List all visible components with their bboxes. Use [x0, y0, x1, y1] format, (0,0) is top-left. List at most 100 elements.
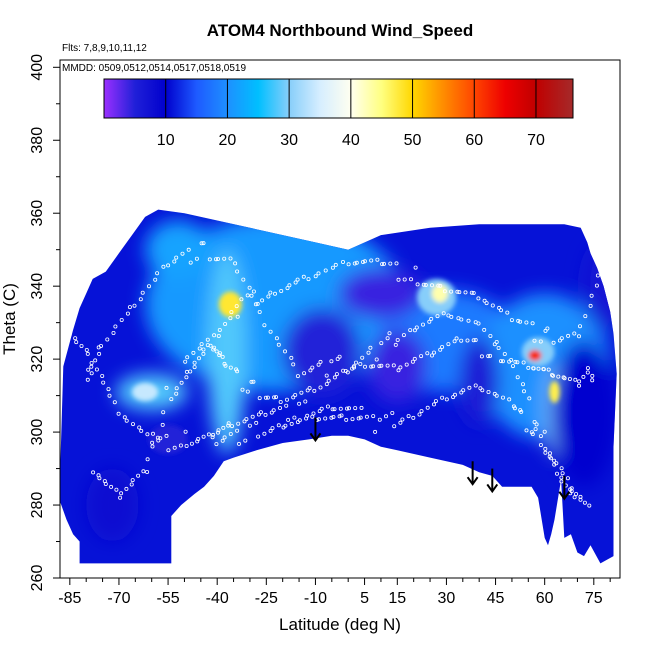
y-tick-label: 400 — [29, 54, 46, 81]
flight-sample-point — [247, 423, 252, 428]
flight-sample-point — [136, 473, 141, 478]
flight-sample-point — [375, 257, 380, 262]
colorbar-tick-label: 40 — [342, 132, 360, 149]
flight-sample-point — [270, 426, 275, 431]
flight-sample-point — [289, 421, 294, 426]
flight-sample-point — [368, 345, 373, 350]
flight-sample-point — [559, 479, 564, 484]
flight-sample-point — [473, 337, 478, 342]
flight-sample-point — [373, 429, 378, 434]
flight-sample-point — [196, 356, 201, 361]
flight-sample-point — [89, 360, 94, 365]
flight-sample-point — [161, 410, 166, 415]
flight-sample-point — [565, 476, 570, 481]
flight-sample-point — [425, 405, 430, 410]
flight-sample-point — [235, 269, 240, 274]
flight-sample-point — [262, 323, 267, 328]
flight-sample-point — [536, 366, 541, 371]
flight-sample-point — [207, 257, 212, 262]
wind-feature-13 — [549, 381, 560, 403]
flight-sample-point — [359, 405, 364, 410]
flight-sample-point — [396, 368, 401, 373]
flight-sample-point — [329, 359, 334, 364]
flight-sample-point — [313, 274, 318, 279]
flight-sample-point — [408, 328, 413, 333]
flight-sample-point — [199, 342, 204, 347]
x-axis: -85 -70 -55 -40 -25 -10 5 15 30 45 60 75 — [58, 578, 611, 607]
flight-sample-point — [316, 417, 321, 422]
flight-sample-point — [585, 370, 590, 375]
flight-sample-point — [186, 247, 191, 252]
flight-sample-point — [235, 314, 240, 319]
x-tick-label: -55 — [157, 590, 180, 607]
flight-sample-point — [555, 471, 560, 476]
flight-sample-point — [150, 431, 155, 436]
flight-sample-point — [325, 404, 330, 409]
wind-feature-14 — [282, 308, 362, 396]
flight-sample-point — [99, 343, 104, 348]
flight-sample-point — [191, 350, 196, 355]
wind-feature-11 — [528, 350, 542, 361]
flight-sample-point — [211, 347, 216, 352]
flight-sample-point — [323, 416, 328, 421]
flight-sample-point — [93, 358, 98, 363]
flight-sample-point — [532, 338, 537, 343]
flight-sample-point — [498, 359, 503, 364]
flight-sample-point — [107, 393, 112, 398]
flight-sample-point — [534, 422, 539, 427]
flight-sample-point — [393, 342, 398, 347]
flight-sample-point — [217, 327, 222, 332]
flight-sample-point — [377, 417, 382, 422]
flight-sample-point — [408, 277, 413, 282]
flight-sample-point — [366, 350, 371, 355]
flight-sample-point — [235, 428, 240, 433]
flight-sample-point — [222, 256, 227, 261]
flight-sample-point — [401, 333, 406, 338]
flight-sample-point — [532, 419, 537, 424]
flight-sample-point — [239, 297, 244, 302]
flight-sample-point — [488, 353, 493, 358]
flight-sample-point — [174, 391, 179, 396]
flight-sample-point — [297, 401, 302, 406]
flight-sample-point — [201, 434, 206, 439]
flight-sample-point — [350, 417, 355, 422]
flight-sample-point — [524, 428, 529, 433]
flight-sample-point — [229, 310, 234, 315]
flight-sample-point — [482, 298, 487, 303]
flight-sample-point — [183, 429, 188, 434]
flight-sample-point — [543, 450, 548, 455]
flight-sample-point — [166, 448, 171, 453]
flight-sample-point — [150, 444, 155, 449]
x-tick-label: 60 — [536, 590, 554, 607]
flight-sample-point — [196, 436, 201, 441]
flight-sample-point — [490, 303, 495, 308]
flight-sample-point — [257, 396, 262, 401]
flight-sample-point — [577, 383, 582, 388]
flight-sample-point — [216, 333, 221, 338]
flight-sample-point — [396, 277, 401, 282]
colorbar-tick-label: 10 — [157, 132, 175, 149]
flight-sample-point — [353, 406, 358, 411]
flight-sample-point — [337, 414, 342, 419]
flight-sample-point — [345, 370, 350, 375]
flight-sample-point — [522, 389, 527, 394]
flight-sample-point — [505, 310, 510, 315]
flight-sample-point — [518, 319, 523, 324]
flight-sample-point — [302, 371, 307, 376]
flight-sample-point — [240, 387, 245, 392]
colorbar-tick-label: 30 — [280, 132, 298, 149]
flight-sample-point — [220, 438, 225, 443]
flight-sample-point — [344, 417, 349, 422]
flight-sample-point — [427, 319, 432, 324]
flight-sample-point — [583, 314, 588, 319]
flight-sample-point — [101, 380, 106, 385]
flight-sample-point — [220, 354, 225, 359]
flight-sample-point — [188, 260, 193, 265]
flight-sample-point — [271, 408, 276, 413]
flight-sample-point — [234, 304, 239, 309]
flight-sample-point — [221, 425, 226, 430]
flight-sample-point — [552, 458, 557, 463]
flight-sample-point — [332, 375, 337, 380]
flight-sample-point — [581, 374, 586, 379]
